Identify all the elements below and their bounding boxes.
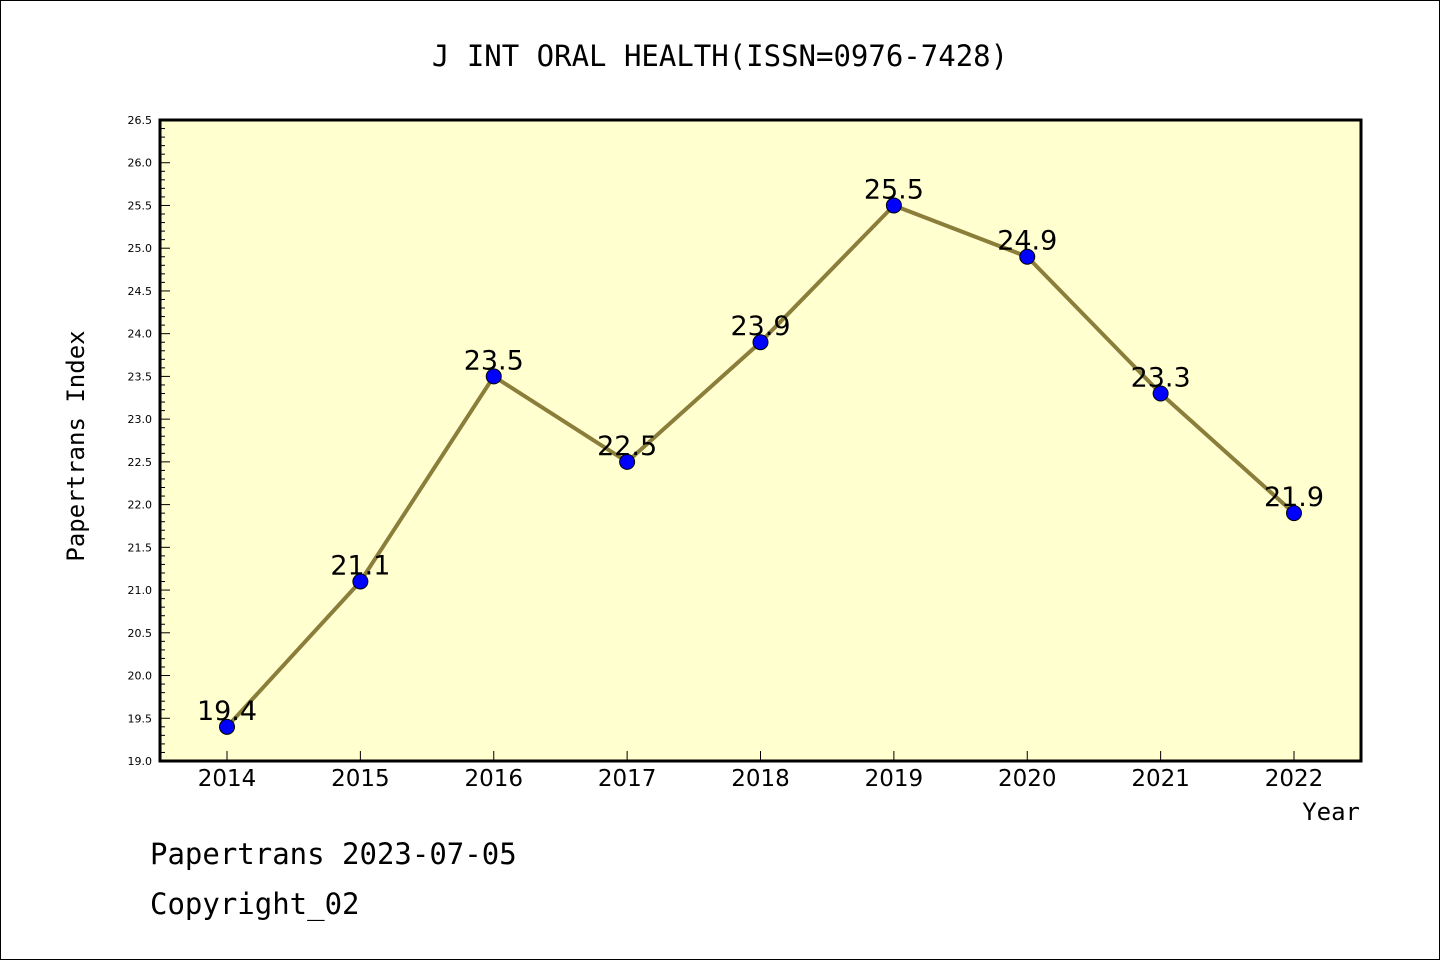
data-point (619, 453, 636, 470)
x-tick-label: 2016 (464, 766, 523, 792)
data-point (1286, 505, 1302, 522)
y-tick-label: 19.5 (128, 712, 153, 725)
y-tick-label: 26.0 (128, 157, 153, 170)
data-label: 25.5 (864, 174, 924, 205)
y-tick-label: 25.0 (128, 242, 153, 255)
y-axis: 19.0 19.5 20.0 20.5 21.0 21.5 22.0 22.5 23.0 23.5… (128, 114, 170, 768)
x-tick-label: 2022 (1265, 766, 1324, 792)
data-label: 21.1 (330, 551, 390, 582)
y-tick-label: 22.0 (128, 499, 153, 512)
y-tick-label: 19.0 (128, 755, 153, 768)
data-point (1152, 385, 1169, 402)
y-tick-label: 24.5 (128, 285, 153, 298)
x-tick-label: 2014 (198, 766, 257, 792)
series-layer: 19.4 21.1 23.5 22.5 23.9 25.5 24.9 23.3 21.9 (197, 174, 1324, 735)
data-point (752, 334, 769, 351)
data-point (352, 573, 369, 590)
data-label: 23.9 (730, 311, 790, 342)
y-tick-label: 23.5 (128, 370, 153, 383)
data-label: 23.3 (1131, 362, 1191, 393)
data-point (219, 718, 235, 735)
chart-title: J INT ORAL HEALTH(ISSN=0976-7428) (432, 39, 1008, 73)
x-tick-label: 2020 (998, 766, 1057, 792)
y-tick-label: 20.0 (128, 670, 153, 683)
data-label: 22.5 (597, 431, 657, 462)
data-label: 19.4 (197, 696, 257, 727)
data-label: 23.5 (464, 345, 524, 376)
footer-copyright: Copyright_02 (150, 887, 360, 922)
data-point (885, 197, 902, 214)
y-tick-label: 22.5 (128, 456, 153, 469)
y-tick-label: 24.0 (128, 328, 153, 341)
x-tick-label: 2015 (331, 766, 390, 792)
x-tick-label: 2018 (731, 766, 790, 792)
y-tick-label: 23.0 (128, 413, 153, 426)
y-tick-label: 26.5 (128, 114, 153, 127)
x-tick-label: 2021 (1131, 766, 1190, 792)
plot-area (158, 118, 1363, 763)
y-tick-label: 25.5 (128, 199, 153, 212)
data-point (1019, 248, 1036, 265)
x-axis-label: Year (1302, 798, 1360, 826)
x-tick-label: 2017 (598, 766, 657, 792)
y-axis-label: Papertrans Index (62, 330, 90, 561)
data-label: 21.9 (1264, 482, 1324, 513)
y-tick-label: 21.5 (128, 541, 153, 554)
data-label: 24.9 (997, 226, 1057, 257)
x-axis: 2014 2015 2016 2017 2018 2019 2020 2021 2022 (198, 751, 1324, 792)
footer-date: Papertrans 2023-07-05 (150, 837, 517, 871)
y-tick-label: 21.0 (128, 584, 153, 597)
data-point (485, 368, 502, 385)
x-tick-label: 2019 (865, 766, 924, 792)
y-tick-label: 20.5 (128, 627, 153, 640)
